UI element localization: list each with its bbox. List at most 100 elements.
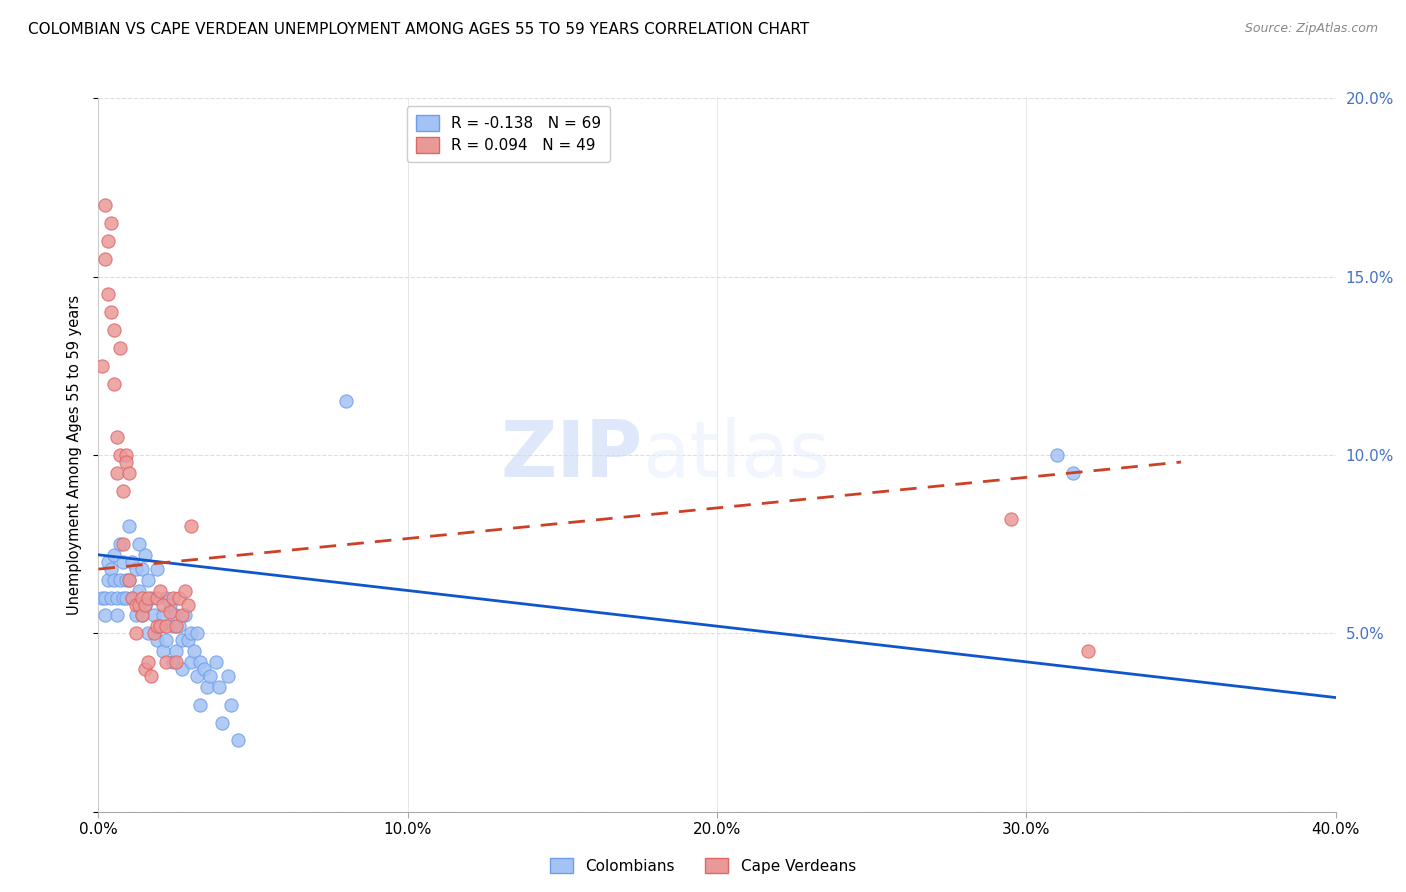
Point (149, 619, 172, 633)
Point (183, 644, 205, 658)
Point (112, 591, 135, 605)
Point (190, 698, 212, 712)
Point (136, 655, 159, 669)
Point (1000, 512, 1022, 526)
Text: ZIP: ZIP (501, 417, 643, 493)
Point (143, 608, 166, 623)
Point (121, 591, 143, 605)
Point (217, 669, 239, 683)
Point (118, 466, 141, 480)
Point (165, 644, 187, 658)
Point (103, 573, 125, 587)
Point (115, 573, 138, 587)
Point (205, 655, 228, 669)
Point (103, 548, 125, 562)
Point (115, 448, 138, 462)
Point (146, 619, 169, 633)
Point (124, 562, 146, 576)
Point (121, 591, 143, 605)
Point (90, 591, 112, 605)
Point (128, 598, 150, 612)
Point (152, 598, 174, 612)
Point (105, 466, 128, 480)
Point (108, 537, 131, 551)
Point (195, 680, 218, 694)
Point (155, 633, 177, 648)
Point (226, 733, 249, 747)
Point (112, 555, 135, 569)
Text: atlas: atlas (643, 417, 831, 493)
Point (177, 598, 200, 612)
Point (93, 591, 115, 605)
Point (190, 655, 212, 669)
Point (335, 394, 357, 409)
Point (118, 573, 141, 587)
Point (162, 655, 184, 669)
Point (124, 626, 146, 640)
Point (208, 680, 231, 694)
Point (177, 633, 200, 648)
Point (134, 598, 156, 612)
Point (146, 591, 169, 605)
Point (167, 619, 190, 633)
Point (93, 608, 115, 623)
Point (186, 669, 208, 683)
Point (121, 555, 143, 569)
Point (108, 448, 131, 462)
Point (198, 669, 221, 683)
Point (131, 608, 153, 623)
Point (97, 573, 120, 587)
Point (139, 591, 162, 605)
Point (1077, 644, 1099, 658)
Point (103, 323, 125, 337)
Point (112, 537, 135, 551)
Legend: Colombians, Cape Verdeans: Colombians, Cape Verdeans (544, 852, 862, 880)
Point (93, 198, 115, 212)
Point (136, 591, 159, 605)
Point (174, 608, 197, 623)
Point (180, 519, 202, 533)
Point (108, 341, 131, 355)
Point (1062, 466, 1084, 480)
Point (115, 455, 138, 469)
Point (97, 234, 120, 248)
Point (221, 698, 243, 712)
Point (143, 626, 166, 640)
Point (100, 591, 122, 605)
Point (170, 633, 193, 648)
Point (170, 608, 193, 623)
Point (105, 430, 128, 444)
Point (165, 619, 187, 633)
Point (162, 591, 184, 605)
Point (152, 608, 174, 623)
Point (136, 573, 159, 587)
Point (167, 591, 190, 605)
Point (118, 519, 141, 533)
Point (170, 662, 193, 676)
Point (180, 655, 202, 669)
Point (128, 583, 150, 598)
Point (134, 662, 156, 676)
Point (134, 548, 156, 562)
Text: Source: ZipAtlas.com: Source: ZipAtlas.com (1244, 22, 1378, 36)
Point (159, 605, 181, 619)
Point (124, 598, 146, 612)
Point (165, 608, 187, 623)
Point (97, 287, 120, 301)
Legend: R = -0.138   N = 69, R = 0.094   N = 49: R = -0.138 N = 69, R = 0.094 N = 49 (406, 106, 610, 162)
Point (103, 376, 125, 391)
Point (146, 633, 169, 648)
Text: COLOMBIAN VS CAPE VERDEAN UNEMPLOYMENT AMONG AGES 55 TO 59 YEARS CORRELATION CHA: COLOMBIAN VS CAPE VERDEAN UNEMPLOYMENT A… (28, 22, 810, 37)
Point (93, 252, 115, 266)
Point (112, 483, 135, 498)
Point (118, 573, 141, 587)
Point (131, 591, 153, 605)
Point (149, 619, 172, 633)
Point (105, 608, 128, 623)
Point (155, 619, 177, 633)
Point (131, 608, 153, 623)
Point (165, 655, 187, 669)
Point (174, 583, 197, 598)
Point (134, 598, 156, 612)
Point (211, 715, 233, 730)
